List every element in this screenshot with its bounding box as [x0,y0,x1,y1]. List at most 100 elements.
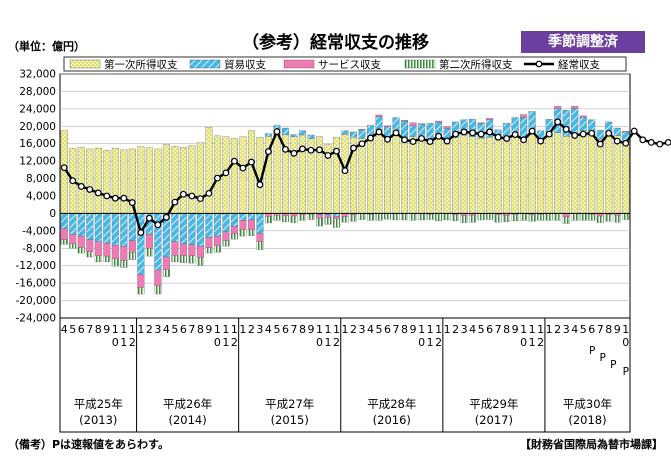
secondary-income-bar [384,213,392,220]
primary-income-bar [111,147,119,214]
month-tick-label: 7 [86,323,93,336]
secondary-income-bar [307,214,315,220]
primary-income-bar [196,142,204,214]
secondary-income-bar [503,215,511,222]
goods-bar [358,129,366,139]
primary-income-bar [213,135,221,214]
goods-bar [179,213,187,245]
month-tick-label: 2 [333,336,340,349]
legend-label: 第一次所得収支 [104,58,178,71]
secondary-income-bar [247,229,255,236]
y-tick-label: 8,000 [26,173,56,185]
month-tick-label: 4 [61,323,68,336]
goods-bar [205,213,213,238]
secondary-income-bar [196,257,204,266]
month-tick-label: 1 [324,323,331,336]
secondary-income-bar [230,233,238,240]
services-bar [401,120,409,122]
current-account-point [613,137,621,145]
current-account-point [162,213,170,221]
primary-income-bar [239,136,247,214]
year-label: 平成29年 [469,397,518,411]
current-account-point [647,139,655,146]
month-tick-label: 3 [461,323,468,336]
current-account-point [213,174,221,182]
primary-income-bar [247,130,255,214]
month-tick-label: 1 [129,323,136,336]
primary-income-bar [188,145,196,214]
secondary-income-bar [537,214,545,221]
month-tick-label: 1 [622,323,629,336]
services-bar [477,122,485,124]
current-account-point [205,189,213,197]
current-account-point [426,138,434,145]
month-tick-label: 9 [205,323,212,336]
month-tick-label: 1 [427,336,434,349]
current-account-point [358,140,366,148]
secondary-income-bar [213,245,221,253]
current-account-point [60,164,68,172]
month-tick-label: 1 [316,323,323,336]
services-bar [324,214,332,218]
current-account-point [520,136,528,144]
secondary-income-bar [94,255,102,262]
services-bar [162,256,170,270]
primary-income-bar [486,137,494,214]
current-account-point [231,157,238,165]
primary-income-bar [503,138,511,214]
secondary-income-bar [605,214,613,222]
primary-income-bar [613,135,621,214]
current-account-point [77,183,85,190]
secondary-income-bar [367,214,374,221]
month-tick-label: 9 [410,323,417,336]
source-credit: 【財務省国際局為替市場課】 [520,438,663,451]
secondary-income-bar [162,269,170,277]
year-label: 平成30年 [563,397,612,411]
month-tick-label: 3 [563,323,570,336]
legend-item-current-account: 経常収支 [524,58,600,71]
secondary-income-bar [137,287,145,295]
secondary-income-bar [290,215,298,223]
primary-income-bar [162,144,170,214]
year-sub-label: (2014) [168,413,206,427]
current-account-point [503,135,511,142]
services-bar [256,233,264,242]
goods-bar [256,213,264,234]
primary-income-bar [452,137,460,214]
legend-label: 第二次所得収支 [439,58,513,71]
legend-swatch [189,59,221,69]
primary-income-bar [103,150,111,214]
goods-bar [596,130,604,140]
secondary-income-bar [350,214,357,222]
secondary-income-bar [426,214,434,220]
current-account-point [367,134,374,142]
month-tick-label: 9 [103,323,110,336]
current-account-point [375,128,383,136]
primary-income-bar [392,135,400,214]
primary-income-bar [622,140,630,214]
goods-bar [579,116,587,131]
current-account-point [86,186,94,193]
month-tick-label: 4 [367,323,374,336]
month-tick-label: 3 [154,323,161,336]
primary-income-bar [120,149,128,214]
secondary-income-bar [477,213,485,221]
current-account-point [528,127,536,135]
primary-income-bar [460,134,468,214]
month-tick-label: 1 [537,323,544,336]
current-account-point [571,132,579,139]
services-bar [145,234,153,249]
month-tick-label: 6 [282,323,289,336]
month-tick-label: 6 [588,323,595,336]
services-bar [435,120,443,123]
y-tick-label: 32,000 [19,69,56,81]
services-bar [562,213,570,218]
current-account-point [554,118,562,126]
month-tick-label: 1 [239,323,246,336]
preliminary-label: P [610,359,616,371]
month-tick-label: 2 [435,336,442,349]
services-bar [111,245,119,259]
legend-item-services: サービス収支 [283,59,381,71]
current-account-line-layer [60,118,671,237]
month-tick-label: 1 [120,336,127,349]
